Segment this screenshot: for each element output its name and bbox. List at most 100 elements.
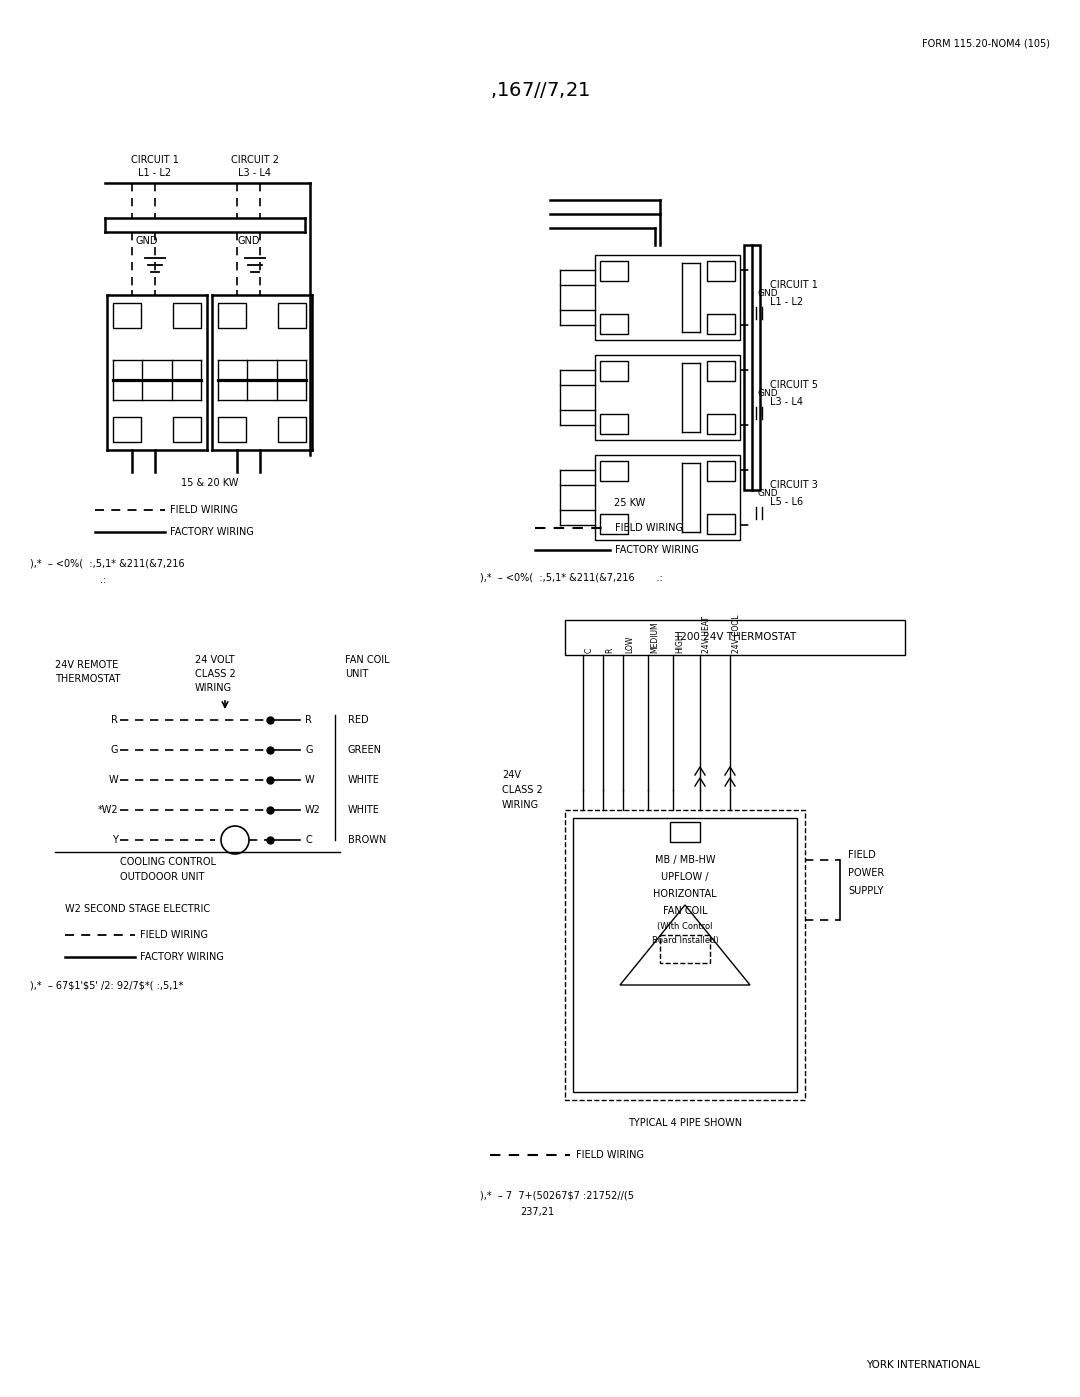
Bar bbox=[113, 303, 141, 328]
Text: W2 SECOND STAGE ELECTRIC: W2 SECOND STAGE ELECTRIC bbox=[65, 904, 211, 914]
Bar bbox=[595, 455, 740, 541]
Bar bbox=[278, 416, 306, 441]
Bar bbox=[573, 819, 797, 1092]
Text: GND: GND bbox=[237, 236, 259, 246]
Bar bbox=[707, 261, 735, 281]
Text: ),*  – 7  7+(50267$7 :21752//(5: ),* – 7 7+(50267$7 :21752//(5 bbox=[480, 1190, 634, 1200]
Bar bbox=[600, 314, 627, 334]
Text: WIRING: WIRING bbox=[502, 800, 539, 810]
Text: COOLING CONTROL: COOLING CONTROL bbox=[120, 856, 216, 868]
Text: L1 - L2: L1 - L2 bbox=[138, 168, 172, 177]
Text: R: R bbox=[605, 648, 615, 652]
Bar bbox=[707, 514, 735, 534]
Text: 237,21: 237,21 bbox=[519, 1207, 554, 1217]
Text: GND: GND bbox=[758, 289, 779, 298]
Bar bbox=[707, 314, 735, 334]
Text: FORM 115.20-NOM4 (105): FORM 115.20-NOM4 (105) bbox=[922, 38, 1050, 47]
Text: UNIT: UNIT bbox=[345, 669, 368, 679]
Text: FACTORY WIRING: FACTORY WIRING bbox=[615, 545, 699, 555]
Text: L1 - L2: L1 - L2 bbox=[770, 298, 804, 307]
Text: 24 VOLT: 24 VOLT bbox=[195, 655, 234, 665]
Text: Board Installed): Board Installed) bbox=[651, 936, 718, 944]
Text: CIRCUIT 2: CIRCUIT 2 bbox=[231, 155, 279, 165]
Bar bbox=[600, 261, 627, 281]
Text: CIRCUIT 1: CIRCUIT 1 bbox=[770, 279, 818, 291]
Text: R: R bbox=[305, 715, 312, 725]
Text: FAN COIL: FAN COIL bbox=[345, 655, 390, 665]
Text: W: W bbox=[305, 775, 314, 785]
Text: G: G bbox=[110, 745, 118, 754]
Text: HIGH: HIGH bbox=[675, 633, 684, 652]
Text: 24V: 24V bbox=[502, 770, 521, 780]
Text: ),*  – <0%(  :,5,1* &211(&7,216: ),* – <0%( :,5,1* &211(&7,216 bbox=[30, 557, 185, 569]
Text: GREEN: GREEN bbox=[348, 745, 382, 754]
Text: 15 & 20 KW: 15 & 20 KW bbox=[181, 478, 239, 488]
Text: FIELD WIRING: FIELD WIRING bbox=[170, 504, 238, 515]
Text: G: G bbox=[305, 745, 312, 754]
Bar bbox=[600, 360, 627, 381]
Bar bbox=[600, 461, 627, 481]
Text: MEDIUM: MEDIUM bbox=[650, 622, 659, 652]
Text: C: C bbox=[305, 835, 312, 845]
Text: ),*  – 67$1'$5' /2: 92/7$*( :,5,1*: ),* – 67$1'$5' /2: 92/7$*( :,5,1* bbox=[30, 981, 184, 990]
Text: W2: W2 bbox=[305, 805, 321, 814]
Text: ,167$//$7,21: ,167$//$7,21 bbox=[490, 80, 590, 101]
Text: Y: Y bbox=[112, 835, 118, 845]
Bar bbox=[707, 414, 735, 434]
Bar bbox=[660, 935, 710, 963]
Bar bbox=[707, 461, 735, 481]
Text: WHITE: WHITE bbox=[348, 775, 380, 785]
Text: RED: RED bbox=[348, 715, 368, 725]
Text: CLASS 2: CLASS 2 bbox=[502, 785, 543, 795]
Text: T200 24V THERMOSTAT: T200 24V THERMOSTAT bbox=[674, 633, 796, 643]
Text: FIELD: FIELD bbox=[848, 849, 876, 861]
Bar bbox=[218, 303, 246, 328]
Text: WHITE: WHITE bbox=[348, 805, 380, 814]
Text: CIRCUIT 1: CIRCUIT 1 bbox=[131, 155, 179, 165]
Text: FACTORY WIRING: FACTORY WIRING bbox=[170, 527, 254, 536]
Bar bbox=[173, 416, 201, 441]
Bar bbox=[218, 416, 246, 441]
Bar bbox=[670, 821, 700, 842]
Text: (With Control: (With Control bbox=[658, 922, 713, 930]
Bar bbox=[113, 416, 141, 441]
Bar bbox=[744, 244, 760, 490]
Text: 24V HEAT: 24V HEAT bbox=[702, 616, 711, 652]
Text: MB / MB-HW: MB / MB-HW bbox=[654, 855, 715, 865]
Text: .:: .: bbox=[100, 576, 106, 585]
Text: GND: GND bbox=[758, 388, 779, 398]
Text: L5 - L6: L5 - L6 bbox=[770, 497, 804, 507]
Text: WIRING: WIRING bbox=[195, 683, 232, 693]
Text: L3 - L4: L3 - L4 bbox=[239, 168, 271, 177]
Text: FIELD WIRING: FIELD WIRING bbox=[615, 522, 683, 534]
Text: FAN COIL: FAN COIL bbox=[663, 907, 707, 916]
Text: FACTORY WIRING: FACTORY WIRING bbox=[140, 951, 224, 963]
Text: 24V REMOTE: 24V REMOTE bbox=[55, 659, 118, 671]
Text: CIRCUIT 5: CIRCUIT 5 bbox=[770, 380, 818, 390]
Bar bbox=[600, 514, 627, 534]
Text: THERMOSTAT: THERMOSTAT bbox=[55, 673, 120, 685]
Bar bbox=[278, 303, 306, 328]
Bar bbox=[600, 414, 627, 434]
Text: R: R bbox=[111, 715, 118, 725]
Text: ),*  – <0%(  :,5,1* &211(&7,216       .:: ),* – <0%( :,5,1* &211(&7,216 .: bbox=[480, 571, 663, 583]
Text: TYPICAL 4 PIPE SHOWN: TYPICAL 4 PIPE SHOWN bbox=[627, 1118, 742, 1127]
Text: 25 KW: 25 KW bbox=[615, 497, 646, 509]
Text: W: W bbox=[108, 775, 118, 785]
Text: CLASS 2: CLASS 2 bbox=[195, 669, 235, 679]
Text: BROWN: BROWN bbox=[348, 835, 387, 845]
Bar bbox=[595, 355, 740, 440]
Text: OUTDOOOR UNIT: OUTDOOOR UNIT bbox=[120, 872, 204, 882]
Text: HORIZONTAL: HORIZONTAL bbox=[653, 888, 717, 900]
Text: CIRCUIT 3: CIRCUIT 3 bbox=[770, 481, 818, 490]
Text: UPFLOW /: UPFLOW / bbox=[661, 872, 708, 882]
Text: 24V COOL: 24V COOL bbox=[732, 615, 741, 652]
Text: YORK INTERNATIONAL: YORK INTERNATIONAL bbox=[866, 1361, 980, 1370]
Text: *W2: *W2 bbox=[97, 805, 118, 814]
Bar bbox=[707, 360, 735, 381]
Text: POWER: POWER bbox=[848, 868, 885, 877]
Text: GND: GND bbox=[135, 236, 158, 246]
Text: C: C bbox=[585, 648, 594, 652]
Text: SUPPLY: SUPPLY bbox=[848, 886, 883, 895]
Bar bbox=[565, 620, 905, 655]
